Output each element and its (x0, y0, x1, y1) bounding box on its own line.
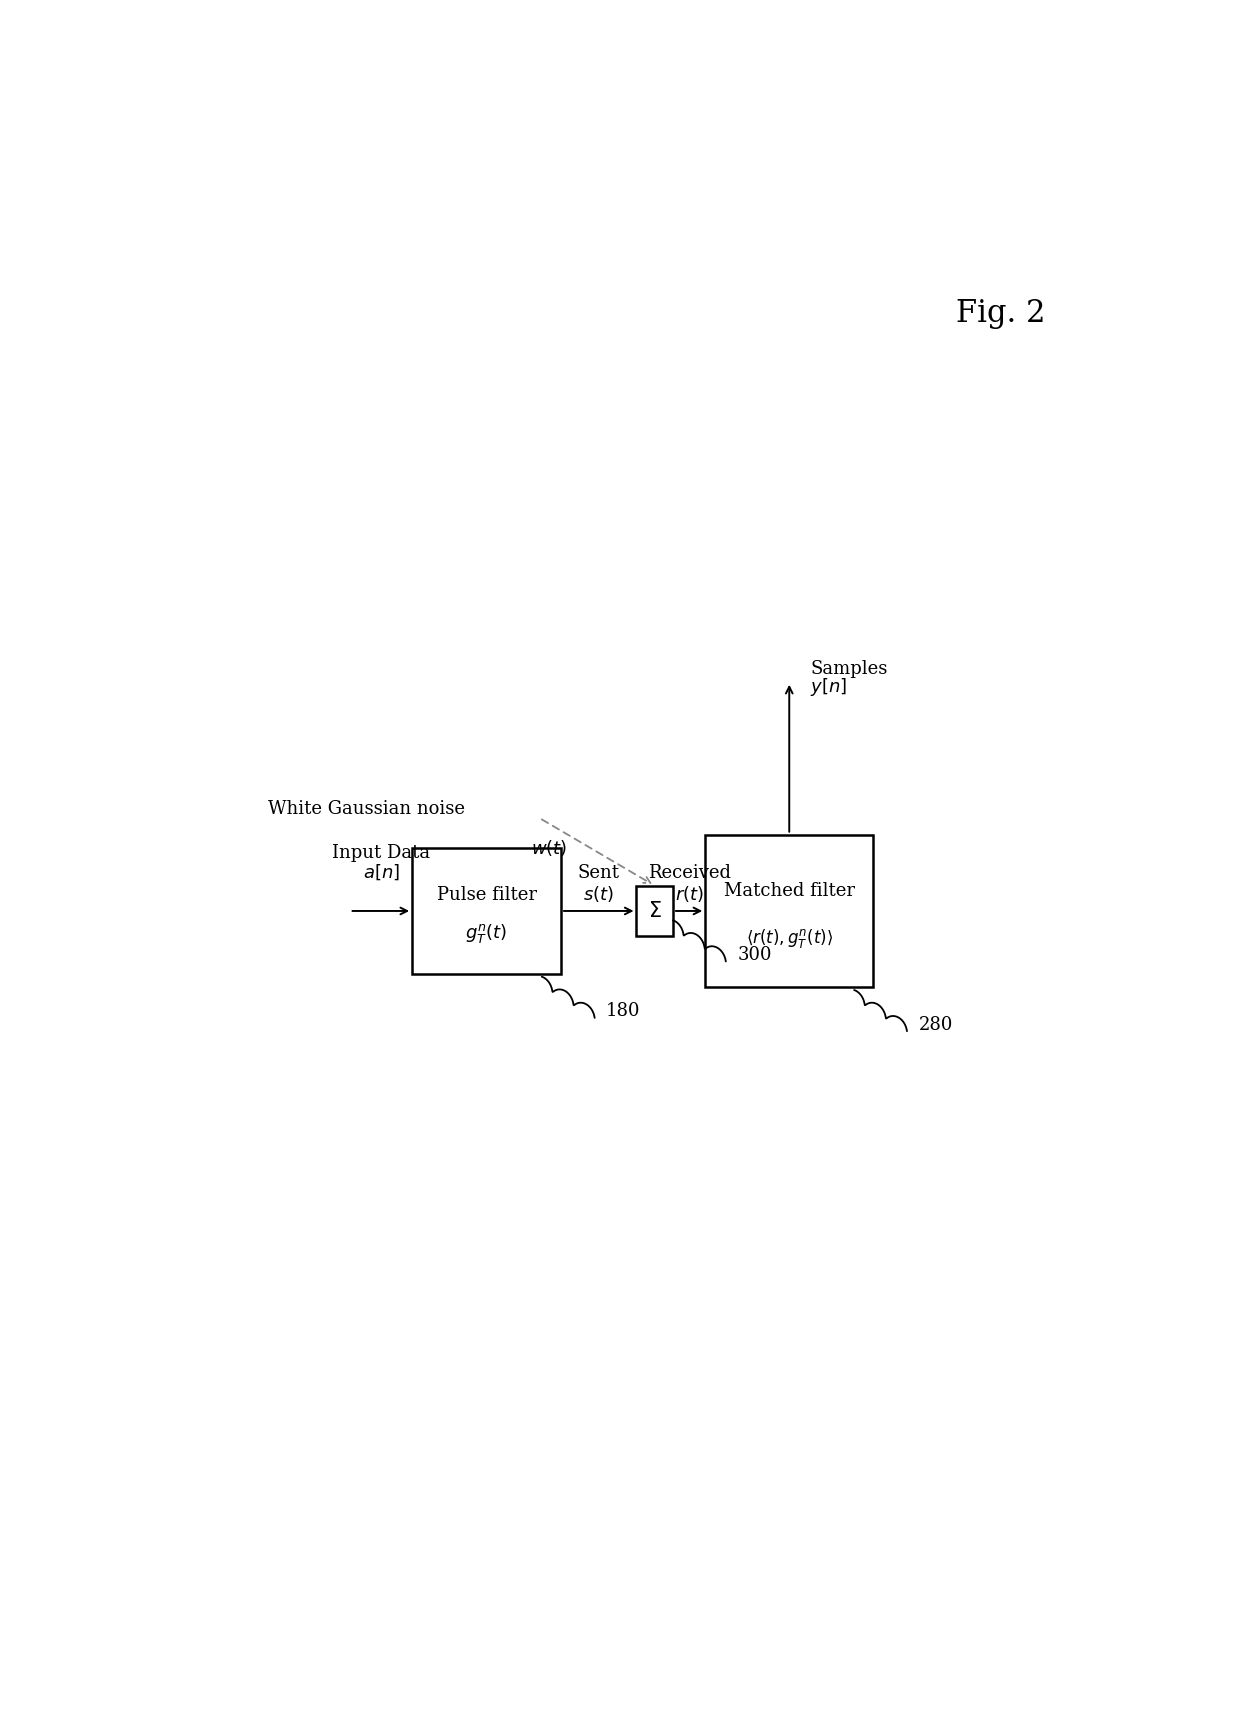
Text: 180: 180 (606, 1002, 641, 1019)
Text: $a[n]$: $a[n]$ (363, 862, 399, 881)
Text: Sent: Sent (578, 864, 620, 881)
Text: Received: Received (647, 864, 730, 881)
Text: White Gaussian noise: White Gaussian noise (268, 800, 465, 818)
Text: $s(t)$: $s(t)$ (583, 885, 614, 904)
Text: 280: 280 (919, 1016, 952, 1033)
FancyBboxPatch shape (706, 835, 873, 987)
Text: $g_T^n(t)$: $g_T^n(t)$ (465, 923, 507, 945)
Text: 300: 300 (738, 945, 771, 964)
Text: Pulse filter: Pulse filter (436, 885, 537, 904)
Text: $\langle r(t), g_T^n(t)\rangle$: $\langle r(t), g_T^n(t)\rangle$ (745, 926, 833, 950)
Text: Matched filter: Matched filter (724, 881, 854, 900)
Text: Input Data: Input Data (332, 844, 430, 862)
Text: Samples: Samples (811, 661, 888, 678)
Text: $r(t)$: $r(t)$ (675, 885, 703, 904)
Text: $\Sigma$: $\Sigma$ (647, 900, 662, 921)
FancyBboxPatch shape (412, 849, 560, 975)
FancyBboxPatch shape (636, 885, 673, 937)
Text: Fig. 2: Fig. 2 (956, 298, 1045, 329)
Text: $y[n]$: $y[n]$ (811, 676, 847, 699)
Text: $w(t)$: $w(t)$ (531, 838, 567, 857)
